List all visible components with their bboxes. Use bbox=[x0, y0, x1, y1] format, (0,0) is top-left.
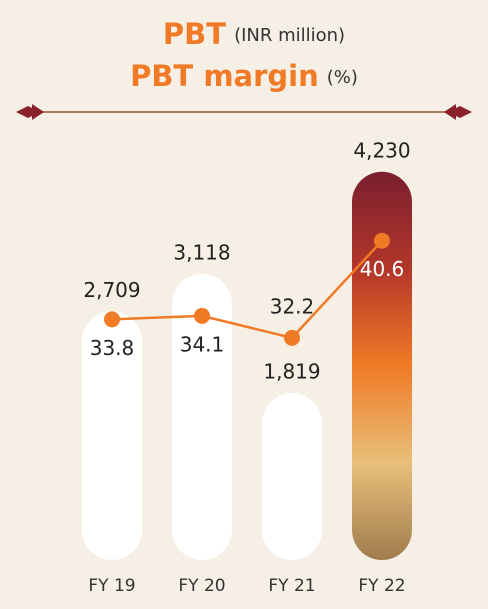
margin-point bbox=[194, 308, 210, 324]
title-unit: (INR million) bbox=[234, 25, 345, 46]
bar bbox=[262, 393, 322, 560]
bar-value-label: 1,819 bbox=[263, 360, 320, 384]
x-tick-label: FY 19 bbox=[88, 576, 135, 596]
x-tick-label: FY 21 bbox=[268, 576, 315, 596]
subtitle-unit: (%) bbox=[327, 67, 358, 88]
x-tick-label: FY 22 bbox=[358, 576, 405, 596]
margin-label: 32.2 bbox=[270, 294, 315, 318]
margin-label: 33.8 bbox=[90, 336, 135, 360]
title-main: PBT bbox=[163, 17, 226, 51]
margin-point bbox=[104, 311, 120, 327]
margin-label: 40.6 bbox=[360, 257, 405, 281]
margin-point bbox=[374, 233, 390, 249]
margin-point bbox=[284, 330, 300, 346]
margin-label: 34.1 bbox=[180, 332, 225, 356]
chart-title: PBT (INR million) bbox=[163, 17, 345, 51]
divider bbox=[16, 104, 472, 120]
bar-value-label: 2,709 bbox=[83, 278, 140, 302]
bar-value-label: 3,118 bbox=[173, 240, 230, 264]
chart-subtitle: PBT margin (%) bbox=[130, 59, 358, 93]
x-tick-label: FY 20 bbox=[178, 576, 225, 596]
bar bbox=[352, 172, 412, 560]
margin-line bbox=[112, 241, 382, 338]
subtitle-main: PBT margin bbox=[130, 59, 319, 93]
bar-value-label: 4,230 bbox=[353, 138, 410, 162]
